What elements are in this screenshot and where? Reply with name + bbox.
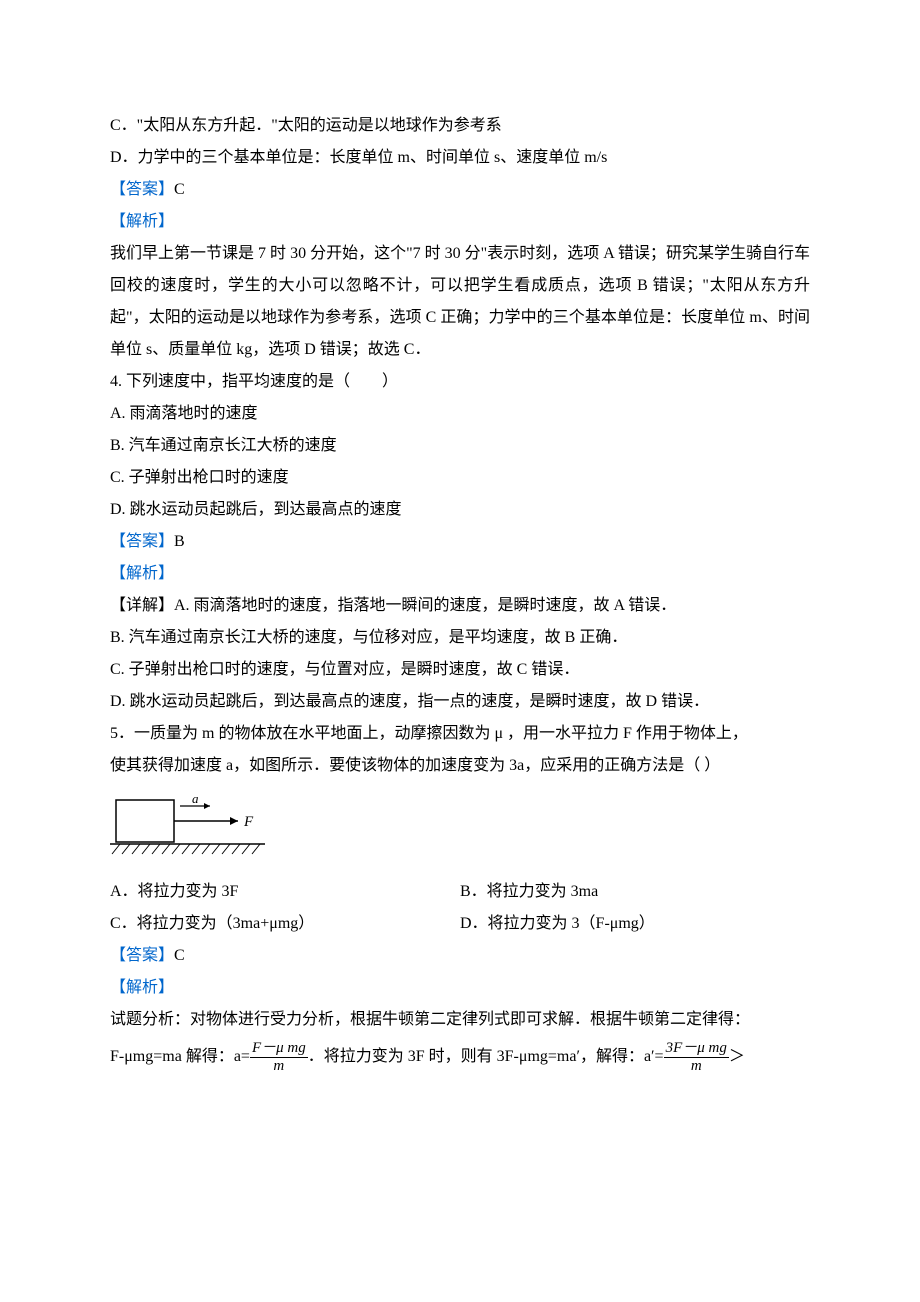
free-body-diagram-icon: a F (110, 794, 265, 856)
label-f: F (243, 814, 254, 830)
q5-analysis-pre: 试题分析：对物体进行受力分析，根据牛顿第二定律列式即可求解．根据牛顿第二定律得： (110, 1004, 810, 1036)
answer-value: B (174, 533, 185, 550)
q5-analysis-label: 【解析】 (110, 972, 810, 1004)
q4-option-d: D. 跳水运动员起跳后，到达最高点的速度 (110, 494, 810, 526)
q4-detail-b: B. 汽车通过南京长江大桥的速度，与位移对应，是平均速度，故 B 正确． (110, 622, 810, 654)
q4-option-b: B. 汽车通过南京长江大桥的速度 (110, 430, 810, 462)
q3-option-d: D．力学中的三个基本单位是：长度单位 m、时间单位 s、速度单位 m/s (110, 142, 810, 174)
q5-stem-line-1: 5．一质量为 m 的物体放在水平地面上，动摩擦因数为 μ ，用一水平拉力 F 作… (110, 718, 810, 750)
q5-options-row-2: C．将拉力变为（3ma+μmg） D．将拉力变为 3（F-μmg） (110, 908, 810, 940)
q4-detail-a: 【详解】A. 雨滴落地时的速度，指落地一瞬间的速度，是瞬时速度，故 A 错误． (110, 590, 810, 622)
answer-value: C (174, 181, 185, 198)
q5-diagram: a F (110, 794, 810, 868)
answer-label: 【答案】 (110, 533, 174, 550)
fraction-1-num: F－μ mg (250, 1040, 308, 1058)
fraction-2-num: 3F－μ mg (664, 1040, 729, 1058)
q5-stem-line-2: 使其获得加速度 a，如图所示．要使该物体的加速度变为 3a，应采用的正确方法是（… (110, 750, 810, 782)
q4-stem: 4. 下列速度中，指平均速度的是（ ） (110, 366, 810, 398)
fraction-1-den: m (250, 1058, 308, 1075)
q5-options-row-1: A．将拉力变为 3F B．将拉力变为 3ma (110, 876, 810, 908)
q5-option-b: B．将拉力变为 3ma (460, 876, 810, 908)
analysis-label: 【解析】 (110, 213, 174, 230)
answer-label: 【答案】 (110, 947, 174, 964)
q4-answer-row: 【答案】B (110, 526, 810, 558)
q5-answer-row: 【答案】C (110, 940, 810, 972)
q5-analysis-eqline: F-μmg=ma 解得：a=F－μ mgm．将拉力变为 3F 时，则有 3F-μ… (110, 1036, 810, 1078)
q4-option-c: C. 子弹射出枪口时的速度 (110, 462, 810, 494)
q4-detail-c: C. 子弹射出枪口时的速度，与位置对应，是瞬时速度，故 C 错误． (110, 654, 810, 686)
q3-analysis-label: 【解析】 (110, 206, 810, 238)
eq-seg2: ．将拉力变为 3F 时，则有 3F-μmg=ma′，解得：a′= (308, 1048, 664, 1065)
q5-option-d: D．将拉力变为 3（F-μmg） (460, 908, 810, 940)
label-a: a (192, 794, 199, 806)
q4-option-a: A. 雨滴落地时的速度 (110, 398, 810, 430)
q4-analysis-label: 【解析】 (110, 558, 810, 590)
analysis-label: 【解析】 (110, 565, 174, 582)
eq-seg1: F-μmg=ma 解得：a= (110, 1048, 250, 1065)
q3-answer-row: 【答案】C (110, 174, 810, 206)
q5-option-c: C．将拉力变为（3ma+μmg） (110, 908, 460, 940)
fraction-1: F－μ mgm (250, 1040, 308, 1074)
fraction-2: 3F－μ mgm (664, 1040, 729, 1074)
q4-detail-d: D. 跳水运动员起跳后，到达最高点的速度，指一点的速度，是瞬时速度，故 D 错误… (110, 686, 810, 718)
answer-value: C (174, 947, 185, 964)
analysis-label: 【解析】 (110, 979, 174, 996)
q5-option-a: A．将拉力变为 3F (110, 876, 460, 908)
eq-seg3: ＞ (729, 1048, 745, 1065)
answer-label: 【答案】 (110, 181, 174, 198)
q3-analysis-text: 我们早上第一节课是 7 时 30 分开始，这个"7 时 30 分"表示时刻，选项… (110, 238, 810, 366)
fraction-2-den: m (664, 1058, 729, 1075)
q3-option-c: C．"太阳从东方升起．"太阳的运动是以地球作为参考系 (110, 110, 810, 142)
document-page: C．"太阳从东方升起．"太阳的运动是以地球作为参考系 D．力学中的三个基本单位是… (0, 0, 920, 1118)
